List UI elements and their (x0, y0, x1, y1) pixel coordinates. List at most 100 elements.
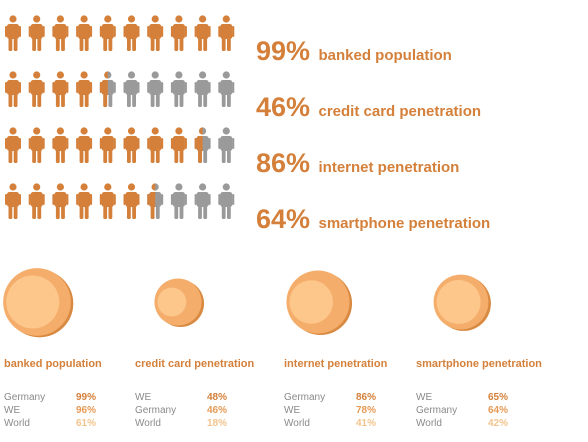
panel-row: World 41% (284, 417, 424, 430)
bubble-inner (6, 275, 60, 329)
person-icon (28, 183, 45, 219)
region-value: 48% (207, 392, 228, 403)
person-icon (99, 15, 116, 51)
person-icon (99, 71, 116, 107)
region-label: Germany (135, 405, 177, 416)
panel-row: WE 65% (416, 391, 556, 404)
panel-row: Germany 46% (135, 404, 275, 417)
pictogram-row-3-label: internet penetration (318, 159, 460, 176)
region-label: Germany (284, 392, 326, 403)
region-label: World (4, 418, 30, 429)
person-icon (147, 183, 164, 219)
pictogram-row-4-title: 64% smartphone penetration (256, 204, 490, 235)
panel-row: Germany 86% (284, 391, 424, 404)
person-icon (76, 15, 93, 51)
person-icon (99, 127, 116, 163)
region-value: 78% (356, 405, 377, 416)
pictogram-row-4-label: smartphone penetration (318, 215, 491, 232)
region-value: 99% (76, 392, 97, 403)
pictogram-row-3-title: 86% internet penetration (256, 148, 459, 179)
region-label: World (416, 418, 442, 429)
panel-smartphone-penetration: smartphone penetration WE 65% Germany 64… (416, 358, 556, 430)
panel-title: smartphone penetration (416, 358, 542, 370)
region-label: Germany (4, 392, 46, 403)
person-icon (170, 15, 187, 51)
person-icon (194, 71, 211, 107)
pictogram-row-3-value: 86% (256, 148, 311, 178)
region-label: WE (135, 392, 152, 403)
pictogram-row-2-value: 46% (256, 92, 311, 122)
pictogram-row-2-title: 46% credit card penetration (256, 92, 481, 123)
panel-row: World 42% (416, 417, 556, 430)
person-icon (123, 127, 140, 163)
pictogram-row-2-label: credit card penetration (318, 103, 482, 120)
pictogram-row-1-value: 99% (256, 36, 311, 66)
region-value: 86% (356, 392, 377, 403)
person-icon (123, 183, 140, 219)
panel-internet-penetration: internet penetration Germany 86% WE 78% … (284, 358, 424, 430)
person-icon (170, 71, 187, 107)
person-icon (194, 15, 211, 51)
person-icon (147, 127, 164, 163)
person-icon (218, 183, 235, 219)
region-label: WE (284, 405, 301, 416)
region-label: World (284, 418, 310, 429)
pictogram-row-1-title: 99% banked population (256, 36, 452, 67)
panel-title: banked population (4, 358, 102, 370)
panel-row: World 61% (4, 417, 144, 430)
pictogram-row-4-value: 64% (256, 204, 311, 234)
panel-banked-population: banked population Germany 99% WE 96% Wor… (4, 358, 144, 430)
region-label: World (135, 418, 161, 429)
person-icon (52, 15, 69, 51)
region-value: 61% (76, 418, 97, 429)
person-icon (28, 15, 45, 51)
person-icon (170, 183, 187, 219)
region-value: 64% (488, 405, 509, 416)
region-value: 96% (76, 405, 97, 416)
person-icon (147, 71, 164, 107)
panel-title: internet penetration (284, 358, 388, 370)
region-value: 65% (488, 392, 509, 403)
person-icon (28, 71, 45, 107)
person-icon (52, 183, 69, 219)
region-value: 18% (207, 418, 228, 429)
person-icon (147, 15, 164, 51)
pictogram-row-1-label: banked population (318, 47, 452, 64)
bubble-group (286, 270, 353, 336)
person-icon (123, 15, 140, 51)
panel-credit-card-penetration: credit card penetration WE 48% Germany 4… (135, 358, 275, 430)
person-icon (52, 71, 69, 107)
bubble-inner (157, 287, 187, 317)
region-label: WE (416, 392, 433, 403)
panel-title: credit card penetration (135, 358, 255, 370)
region-label: Germany (416, 405, 458, 416)
person-icon (5, 15, 21, 51)
bubble-group (3, 268, 74, 338)
bubble-chart (3, 268, 491, 338)
panel-row: WE 48% (135, 391, 275, 404)
person-icon (218, 15, 235, 51)
person-icon (5, 183, 21, 219)
person-icon (218, 71, 235, 107)
person-icon (99, 183, 116, 219)
bubble-group (433, 274, 491, 331)
region-value: 46% (207, 405, 228, 416)
person-icon (194, 183, 211, 219)
person-icon (76, 127, 93, 163)
bubble-inner (289, 280, 334, 324)
panel-row: Germany 99% (4, 391, 144, 404)
bubble-inner (436, 279, 481, 325)
panel-row: Germany 64% (416, 404, 556, 417)
person-icon (76, 71, 93, 107)
region-label: WE (4, 405, 21, 416)
person-icon (28, 127, 45, 163)
person-icon (5, 127, 21, 163)
region-value: 42% (488, 418, 509, 429)
person-icon (194, 127, 211, 163)
person-icon (170, 127, 187, 163)
person-icon (123, 71, 140, 107)
person-icon (76, 183, 93, 219)
panel-row: WE 96% (4, 404, 144, 417)
bubble-group (154, 278, 205, 328)
pictogram-chart (5, 15, 235, 219)
